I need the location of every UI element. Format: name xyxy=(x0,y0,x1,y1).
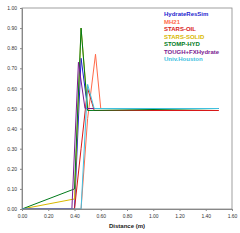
x-tick-label: 0.20 xyxy=(44,213,54,219)
plot-frame xyxy=(22,8,232,209)
y-tick: 0.10 xyxy=(7,186,22,192)
y-tick-mark xyxy=(20,129,22,130)
legend: HydrateResSim MH21STARS-OIL STARS-SOLIDSTO… xyxy=(164,11,220,62)
x-tick-mark xyxy=(206,209,207,211)
series-line xyxy=(22,84,219,209)
legend-entry: STARS-OIL xyxy=(164,26,196,32)
x-tick: 0.40 xyxy=(70,209,80,219)
x-tick-mark xyxy=(232,209,233,211)
y-tick-mark xyxy=(20,169,22,170)
legend-entry: TOUGH+FXHydrate xyxy=(164,49,220,55)
y-tick-mark xyxy=(20,48,22,49)
y-tick-label: 0.30 xyxy=(7,146,17,152)
x-tick: 0.60 xyxy=(96,209,106,219)
x-tick: 0.00 xyxy=(18,209,28,219)
chart: 0.000.200.400.600.801.001.201.401.600.00… xyxy=(0,0,240,233)
y-tick-label: 0.00 xyxy=(7,206,17,212)
y-tick: 0.60 xyxy=(7,86,22,92)
x-tick-label: 0.60 xyxy=(96,213,106,219)
series-line xyxy=(22,28,219,209)
x-axis: 0.00 0.20 0.40 0.60 0.80 1.00 1.20 1.40 1.60 xyxy=(18,209,238,219)
series-line xyxy=(22,58,219,209)
y-tick-label: 0.70 xyxy=(7,65,17,71)
y-tick: 0.80 xyxy=(7,45,22,51)
y-tick: 0.90 xyxy=(7,25,22,31)
y-axis: 0.00 0.10 0.20 0.30 0.40 0.50 0.60 0.70 0.80 0.90… xyxy=(7,5,22,212)
y-tick-mark xyxy=(20,8,22,9)
series-line xyxy=(22,28,219,209)
y-tick-label: 0.60 xyxy=(7,86,17,92)
y-tick-mark xyxy=(20,209,22,210)
x-tick-mark xyxy=(153,209,154,211)
y-tick-label: 0.50 xyxy=(7,106,17,112)
legend-entry: Univ.Houston xyxy=(164,56,203,62)
y-tick: 0.00 xyxy=(7,206,22,212)
y-tick-label: 0.90 xyxy=(7,25,17,31)
x-axis-title: Distance (m) xyxy=(109,223,145,229)
legend-entry: STARS-SOLID xyxy=(164,34,205,40)
legend-entry: MH21 xyxy=(164,19,181,25)
x-tick: 1.20 xyxy=(175,209,185,219)
x-tick: 0.80 xyxy=(123,209,133,219)
y-axis-line xyxy=(20,9,23,210)
x-tick-label: 0.80 xyxy=(123,213,133,219)
x-tick-label: 0.00 xyxy=(18,213,28,219)
y-tick: 0.20 xyxy=(7,166,22,172)
series-line xyxy=(22,54,219,209)
y-tick-mark xyxy=(20,68,22,69)
x-tick: 0.20 xyxy=(44,209,54,219)
y-tick-label: 1.00 xyxy=(7,5,17,11)
plot: 0.000.200.400.600.801.001.201.401.600.00… xyxy=(7,5,237,218)
x-tick-label: 1.20 xyxy=(175,213,185,219)
x-tick-mark xyxy=(48,209,49,211)
x-axis-line xyxy=(23,210,233,212)
series-line xyxy=(22,88,219,209)
y-tick: 0.50 xyxy=(7,106,22,112)
y-tick-mark xyxy=(20,149,22,150)
y-tick-label: 0.20 xyxy=(7,166,17,172)
y-tick-mark xyxy=(20,189,22,190)
x-tick-mark xyxy=(101,209,102,211)
x-tick: 1.60 xyxy=(228,209,238,219)
y-tick: 0.40 xyxy=(7,126,22,132)
x-tick-mark xyxy=(75,209,76,211)
y-tick: 0.70 xyxy=(7,65,22,71)
y-tick-label: 0.80 xyxy=(7,45,17,51)
x-tick-label: 1.60 xyxy=(228,213,238,219)
y-tick-mark xyxy=(20,28,22,29)
y-tick-label: 0.10 xyxy=(7,186,17,192)
x-tick: 1.00 xyxy=(149,209,159,219)
x-tick-mark xyxy=(127,209,128,211)
y-tick-mark xyxy=(20,109,22,110)
legend-entry: HydrateResSim xyxy=(164,11,208,17)
legend-entry: STOMP-HYD xyxy=(164,41,201,47)
x-tick-label: 1.40 xyxy=(201,213,211,219)
lines xyxy=(22,28,219,209)
y-tick-label: 0.40 xyxy=(7,126,17,132)
x-tick-mark xyxy=(180,209,181,211)
y-tick: 0.30 xyxy=(7,146,22,152)
series-line xyxy=(22,62,219,209)
x-tick: 1.40 xyxy=(201,209,211,219)
y-tick-mark xyxy=(20,88,22,89)
y-tick: 1.00 xyxy=(7,5,22,11)
x-tick-label: 0.40 xyxy=(70,213,80,219)
x-tick-label: 1.00 xyxy=(149,213,159,219)
